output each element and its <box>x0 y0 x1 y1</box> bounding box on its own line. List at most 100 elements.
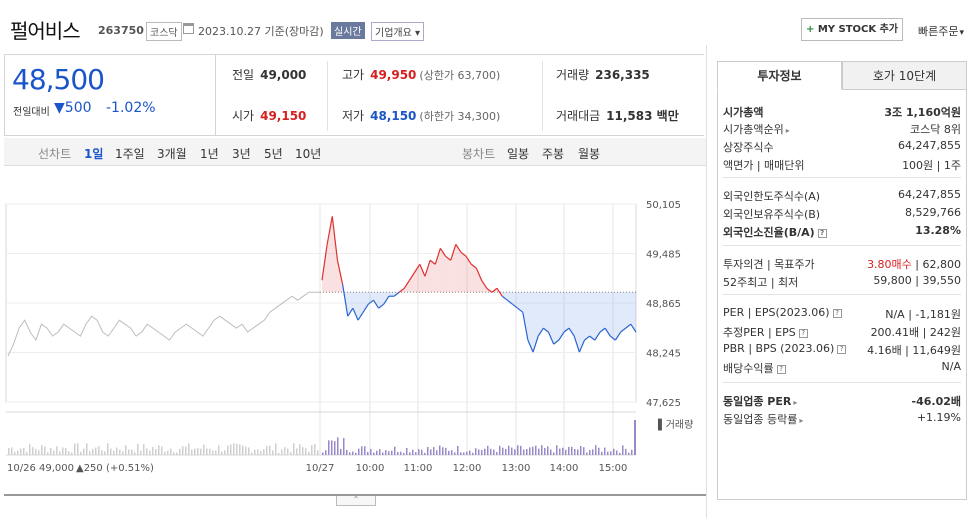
candle-weekly[interactable]: 주봉 <box>542 147 565 161</box>
area-segment <box>460 252 467 293</box>
volume-bar-today <box>487 445 489 455</box>
help-icon[interactable]: ? <box>837 345 847 354</box>
volume-bar-today <box>337 437 339 455</box>
row-foreign-ratio: 외국인소진율(B/A)? 13.28% <box>723 224 961 239</box>
chevron-right-icon: ▸ <box>785 126 790 135</box>
volume-bar-today <box>502 447 504 455</box>
row-per-eps: PER | EPS(2023.06)? N/A | -1,181원 <box>723 306 961 321</box>
volume-bar-prev <box>242 445 244 455</box>
my-stock-add-button[interactable]: + MY STOCK 추가 <box>801 18 903 41</box>
volume-bar-prev <box>236 443 238 455</box>
chart-resize-handle[interactable]: ⌃ <box>336 496 376 506</box>
volume-bar-prev <box>62 447 64 455</box>
volume-bar-today <box>598 447 600 455</box>
realtime-badge[interactable]: 실시간 <box>331 22 365 39</box>
price-line-segment <box>378 303 385 309</box>
volume-bar-prev <box>38 450 40 455</box>
tab-orderbook[interactable]: 호가 10단계 <box>842 61 967 90</box>
price-line-segment <box>439 247 447 257</box>
corp-info-button[interactable]: 기업개요 ▾ <box>371 22 424 41</box>
price-line-segment <box>486 287 493 293</box>
help-icon[interactable]: ? <box>798 329 808 338</box>
area-segment <box>517 292 523 313</box>
period-3m[interactable]: 3개월 <box>157 147 187 161</box>
row-face-value: 액면가 | 매매단위 100원 | 1주 <box>723 159 961 172</box>
price-change: ▼500 <box>54 100 92 116</box>
period-10y[interactable]: 10년 <box>295 147 322 161</box>
period-1w[interactable]: 1주일 <box>115 147 145 161</box>
price-line-segment <box>393 291 400 297</box>
volume-bar-prev <box>47 452 49 455</box>
tab-invest-info[interactable]: 투자정보 <box>717 61 842 90</box>
price-line-segment <box>506 299 513 305</box>
area-segment <box>563 292 570 333</box>
volume-bar-today <box>436 450 438 455</box>
help-icon[interactable]: ? <box>776 365 786 374</box>
price-stats: 전일 49,000 고가 49,950 (상한가 63,700) 거래량 236,335… <box>216 54 704 136</box>
period-1y[interactable]: 1년 <box>200 147 219 161</box>
volume-bar-close <box>634 420 636 455</box>
price-line-segment <box>573 335 580 353</box>
area-segment <box>553 292 559 345</box>
price-line-segment <box>383 295 390 305</box>
area-segment <box>363 292 369 313</box>
my-stock-add-label: MY STOCK 추가 <box>817 24 899 35</box>
row-industry-rate[interactable]: 동일업종 등락률 ▸ +1.19% <box>723 411 961 426</box>
help-icon[interactable]: ? <box>817 229 827 238</box>
volume-bar-prev <box>95 447 97 455</box>
price-line-segment <box>372 299 380 309</box>
volume-bar-prev <box>239 444 241 455</box>
volume-bar-today <box>604 447 606 455</box>
volume-bar-prev <box>128 449 130 455</box>
candle-daily[interactable]: 일봉 <box>507 147 530 161</box>
volume-bar-prev <box>161 446 163 455</box>
volume-bar-prev <box>125 445 127 455</box>
volume-bar-today <box>346 449 348 455</box>
volume-bar-today <box>388 451 390 455</box>
price-line-segment <box>532 335 539 353</box>
volume-bar-today <box>631 449 633 455</box>
area-segment <box>507 292 513 305</box>
volume-bar-prev <box>203 444 205 455</box>
volume-bar-today <box>517 445 519 455</box>
row-industry-per[interactable]: 동일업종 PER ▸ -46.02배 <box>723 395 961 408</box>
volume-bar-prev <box>11 447 13 455</box>
price-line-segment <box>434 248 441 265</box>
period-3y[interactable]: 3년 <box>232 147 251 161</box>
volume-bar-prev <box>143 444 145 455</box>
price-line-segment <box>455 243 462 253</box>
volume-bar-today <box>415 452 417 455</box>
help-icon[interactable]: ? <box>832 309 842 318</box>
area-segment <box>471 264 477 293</box>
volume-bar-today <box>460 452 462 455</box>
price-line-segment <box>614 331 622 341</box>
row-est-per: 추정PER | EPS? 200.41배 | 242원 <box>723 326 961 339</box>
candle-monthly[interactable]: 월봉 <box>578 147 601 161</box>
volume-bar-today <box>616 450 618 455</box>
volume-bar-today <box>343 438 345 455</box>
period-5y[interactable]: 5년 <box>264 147 283 161</box>
volume-bar-prev <box>302 447 304 455</box>
area-segment <box>548 292 554 345</box>
volume-bar-prev <box>275 443 277 455</box>
quick-order-button[interactable]: 빠른주문 <box>918 23 964 39</box>
volume-bar-prev <box>209 448 211 455</box>
area-segment <box>378 292 384 309</box>
price-chart[interactable]: 50,105 49,485 48,865 48,245 47,625 ▌거래량 10/27 1… <box>4 190 706 486</box>
price-line-segment <box>625 323 632 329</box>
area-segment <box>327 216 333 293</box>
row-market-cap-rank[interactable]: 시가총액순위 ▸ 코스닥 8위 <box>723 123 961 136</box>
volume-bar-prev <box>230 444 232 455</box>
price-line-segment <box>630 323 637 333</box>
volume-bar-today <box>430 449 432 455</box>
x-tick-label: 14:00 <box>550 463 579 474</box>
price-line-segment <box>496 287 503 297</box>
volume-bar-today <box>373 452 375 455</box>
line-chart-label: 선차트 <box>38 147 72 161</box>
stock-header: 펄어비스 263750 코스닥 2023.10.27 기준(장마감) 실시간 기… <box>0 0 975 45</box>
period-1d[interactable]: 1일 <box>84 147 104 161</box>
volume-bar-prev <box>293 443 295 455</box>
volume-bar-prev <box>257 449 259 455</box>
volume-bar-today <box>493 449 495 455</box>
volume-bar-today <box>403 452 405 455</box>
